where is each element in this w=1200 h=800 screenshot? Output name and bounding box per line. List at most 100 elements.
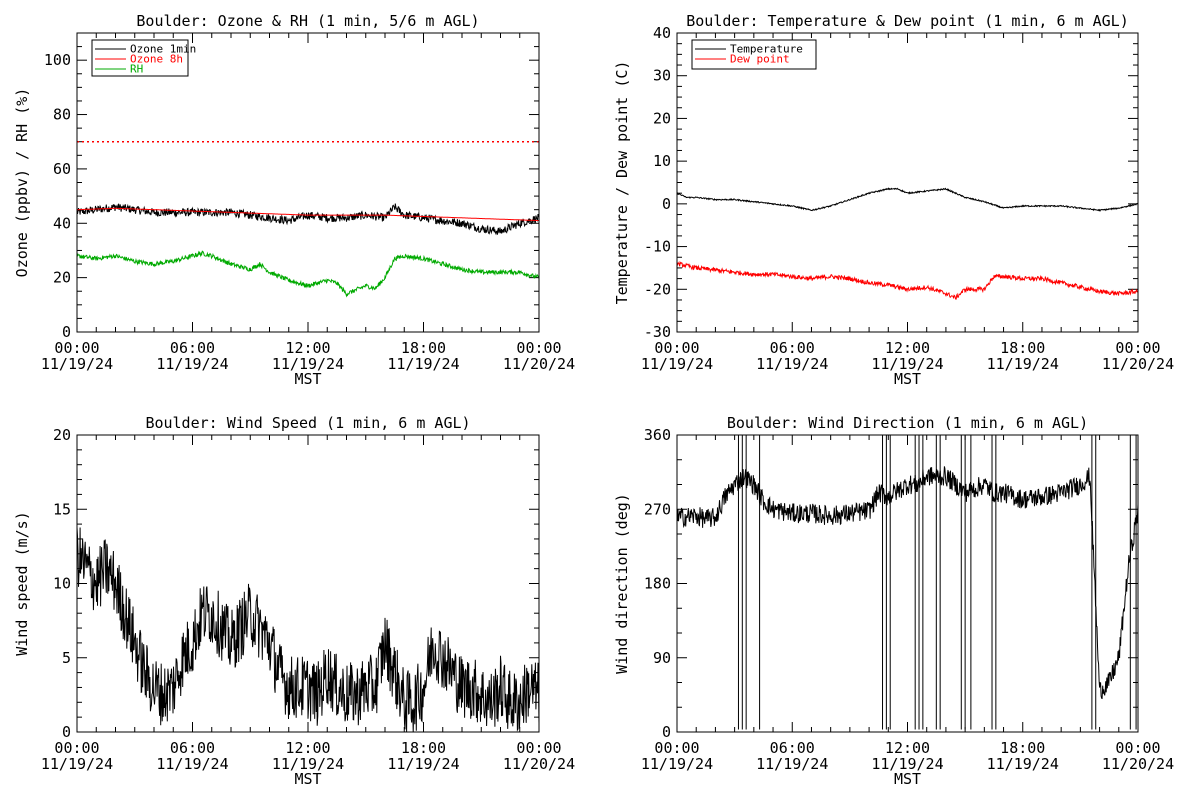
series-group bbox=[677, 435, 1138, 730]
x-tick-time-label: 18:00 bbox=[1000, 339, 1045, 357]
y-tick-label: 360 bbox=[644, 426, 671, 444]
y-tick-label: 0 bbox=[662, 195, 671, 213]
y-tick-label: 270 bbox=[644, 500, 671, 518]
x-tick-date-label: 11/19/24 bbox=[272, 755, 344, 773]
x-tick-time-label: 06:00 bbox=[770, 739, 815, 757]
x-tick-time-label: 12:00 bbox=[885, 339, 930, 357]
y-tick-label: 20 bbox=[653, 109, 671, 127]
plot-frame bbox=[676, 32, 1139, 333]
x-tick-time-label: 00:00 bbox=[1115, 739, 1160, 757]
chart-panel-1: Boulder: Ozone & RH (1 min, 5/6 m AGL) 0 2… bbox=[13, 12, 575, 388]
legend-label: Temperature bbox=[730, 43, 803, 56]
y-tick-label: 80 bbox=[53, 106, 71, 124]
chart-panel-4: Boulder: Wind Direction (1 min, 6 m AGL)… bbox=[613, 414, 1174, 788]
y-tick-label: 30 bbox=[653, 67, 671, 85]
x-tick-date-label: 11/19/24 bbox=[987, 355, 1059, 373]
y-tick-label: 40 bbox=[653, 24, 671, 42]
x-tick-date-label: 11/20/24 bbox=[1102, 755, 1174, 773]
y-tick-label: 5 bbox=[62, 649, 71, 667]
y-tick-label: 40 bbox=[53, 214, 71, 232]
x-tick-time-label: 18:00 bbox=[401, 339, 446, 357]
y-tick-label: 180 bbox=[644, 575, 671, 593]
x-axis-label: MST bbox=[294, 770, 321, 788]
x-tick-time-label: 12:00 bbox=[885, 739, 930, 757]
y-axis-label: Temperature / Dew point (C) bbox=[613, 61, 631, 305]
x-tick-date-label: 11/19/24 bbox=[156, 755, 228, 773]
chart-title: Boulder: Wind Direction (1 min, 6 m AGL) bbox=[727, 414, 1088, 432]
legend-box bbox=[691, 39, 817, 70]
x-tick-date-label: 11/19/24 bbox=[41, 355, 113, 373]
x-axis-label: MST bbox=[894, 370, 921, 388]
y-axis-label: Ozone (ppbv) / RH (%) bbox=[13, 88, 31, 278]
x-tick-time-label: 00:00 bbox=[54, 339, 99, 357]
series-line-1 bbox=[677, 187, 1138, 212]
x-tick-date-label: 11/19/24 bbox=[987, 755, 1059, 773]
x-tick-date-label: 11/19/24 bbox=[871, 755, 943, 773]
y-tick-label: -30 bbox=[644, 323, 671, 341]
x-tick-time-label: 00:00 bbox=[1115, 339, 1160, 357]
y-tick-label: 60 bbox=[53, 160, 71, 178]
x-tick-date-label: 11/19/24 bbox=[41, 755, 113, 773]
chart-panel-2: Boulder: Temperature & Dew point (1 min,… bbox=[613, 12, 1174, 388]
x-tick-date-label: 11/20/24 bbox=[1102, 355, 1174, 373]
x-tick-time-label: 06:00 bbox=[770, 339, 815, 357]
x-tick-date-label: 11/19/24 bbox=[387, 755, 459, 773]
x-tick-time-label: 00:00 bbox=[516, 739, 561, 757]
series-line-1 bbox=[677, 466, 1138, 700]
x-tick-time-label: 00:00 bbox=[54, 739, 99, 757]
series-line-1 bbox=[77, 203, 539, 236]
x-tick-time-label: 18:00 bbox=[1000, 739, 1045, 757]
y-axis-ticks: -30 -20 -10 0 10 20 30 40 bbox=[644, 24, 1138, 341]
x-tick-time-label: 00:00 bbox=[654, 739, 699, 757]
series-group bbox=[77, 527, 539, 732]
y-tick-label: 100 bbox=[44, 51, 71, 69]
chart-title: Boulder: Ozone & RH (1 min, 5/6 m AGL) bbox=[136, 12, 479, 30]
x-tick-date-label: 11/19/24 bbox=[871, 355, 943, 373]
x-axis-ticks: 00:0011/19/2406:0011/19/2412:0011/19/241… bbox=[641, 33, 1174, 373]
x-tick-time-label: 00:00 bbox=[654, 339, 699, 357]
x-axis-ticks: 00:0011/19/2406:0011/19/2412:0011/19/241… bbox=[41, 435, 575, 773]
series-line-2 bbox=[77, 207, 539, 222]
series-line-3 bbox=[77, 250, 539, 298]
x-tick-date-label: 11/19/24 bbox=[756, 755, 828, 773]
x-axis-ticks: 00:0011/19/2406:0011/19/2412:0011/19/241… bbox=[641, 435, 1174, 773]
y-tick-label: -20 bbox=[644, 280, 671, 298]
x-tick-date-label: 11/19/24 bbox=[641, 355, 713, 373]
series-line-1 bbox=[77, 527, 539, 732]
x-tick-time-label: 06:00 bbox=[170, 739, 215, 757]
y-axis-label: Wind direction (deg) bbox=[613, 493, 631, 674]
x-axis-ticks: 00:0011/19/2406:0011/19/2412:0011/19/241… bbox=[41, 33, 575, 373]
chart-title: Boulder: Temperature & Dew point (1 min,… bbox=[686, 12, 1129, 30]
legend-label: Ozone 8h bbox=[130, 53, 183, 66]
x-tick-date-label: 11/19/24 bbox=[387, 355, 459, 373]
chart-title: Boulder: Wind Speed (1 min, 6 m AGL) bbox=[145, 414, 470, 432]
y-tick-label: 0 bbox=[62, 323, 71, 341]
y-tick-label: 15 bbox=[53, 500, 71, 518]
x-tick-date-label: 11/19/24 bbox=[272, 355, 344, 373]
series-group bbox=[77, 203, 539, 298]
y-tick-label: 20 bbox=[53, 426, 71, 444]
y-tick-label: 20 bbox=[53, 269, 71, 287]
y-axis-label: Wind speed (m/s) bbox=[13, 511, 31, 656]
legend-label: Dew point bbox=[730, 53, 790, 66]
series-group bbox=[677, 187, 1138, 300]
chart-panel-3: Boulder: Wind Speed (1 min, 6 m AGL) 0 5 10… bbox=[13, 414, 575, 788]
x-tick-date-label: 11/19/24 bbox=[641, 755, 713, 773]
y-tick-label: 90 bbox=[653, 649, 671, 667]
x-axis-label: MST bbox=[894, 770, 921, 788]
legend-box bbox=[91, 39, 189, 77]
y-tick-label: 10 bbox=[653, 152, 671, 170]
y-tick-label: -10 bbox=[644, 238, 671, 256]
plot-frame bbox=[76, 32, 540, 333]
x-axis-label: MST bbox=[294, 370, 321, 388]
y-tick-label: 0 bbox=[662, 723, 671, 741]
legend-label: RH bbox=[130, 63, 143, 76]
plot-frame bbox=[676, 434, 1139, 733]
legend-label: Ozone 1min bbox=[130, 43, 196, 56]
x-tick-time-label: 06:00 bbox=[170, 339, 215, 357]
x-tick-time-label: 00:00 bbox=[516, 339, 561, 357]
x-tick-date-label: 11/20/24 bbox=[503, 355, 575, 373]
